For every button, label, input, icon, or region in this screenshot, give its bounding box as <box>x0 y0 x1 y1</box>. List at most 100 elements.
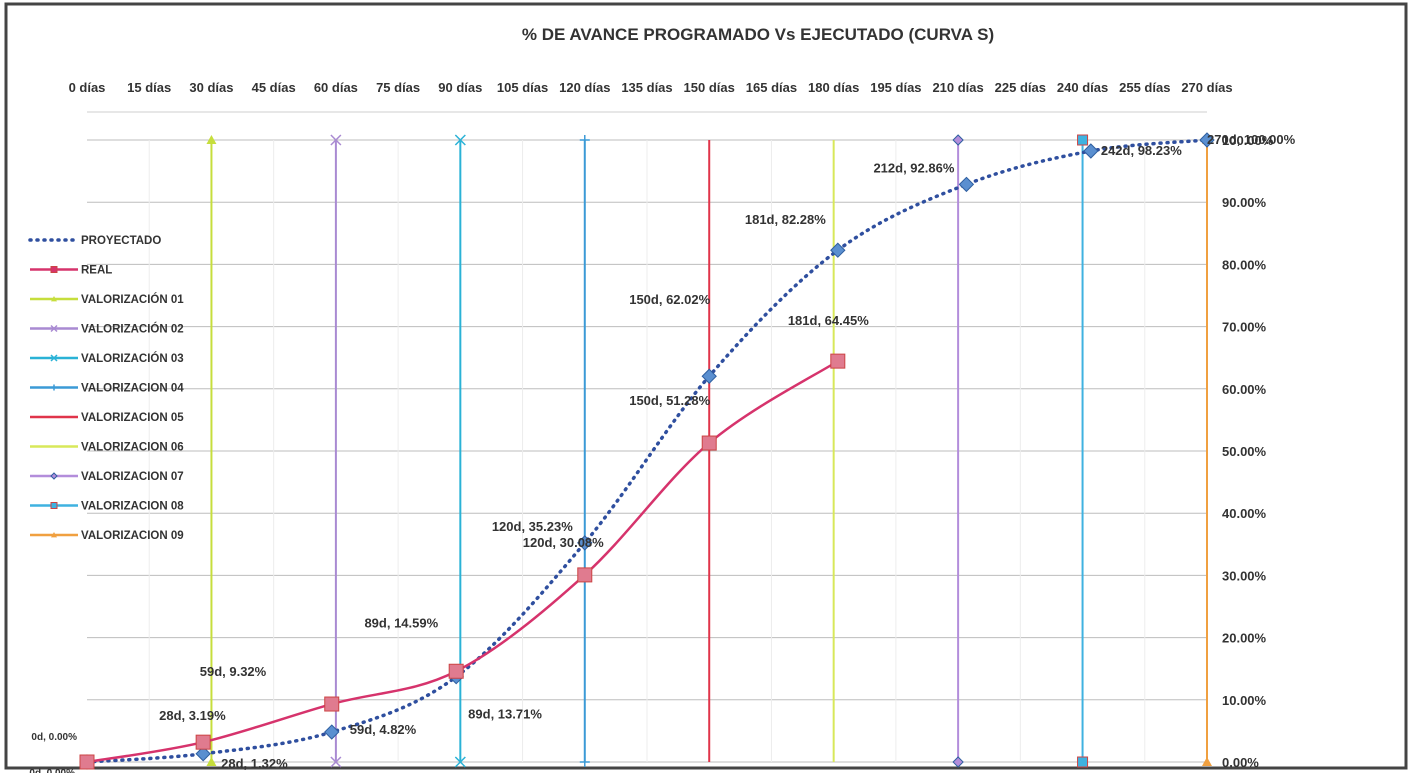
legend-item-valorizacion-09: VALORIZACION 09 <box>30 530 184 542</box>
legend-item-valorizacion-07: VALORIZACION 07 <box>30 471 184 483</box>
legend-item-valorizacion-08: VALORIZACION 08 <box>30 501 184 513</box>
point-proyectado <box>1199 132 1215 148</box>
data-label-proyectado: 150d, 62.02% <box>629 292 710 307</box>
legend-item-valorizacion-04: VALORIZACION 04 <box>30 383 184 395</box>
chart-title: % DE AVANCE PROGRAMADO Vs EJECUTADO (CUR… <box>522 25 994 44</box>
data-label-real: 181d, 64.45% <box>788 313 869 328</box>
point-proyectado <box>701 368 717 384</box>
x-tick-label: 180 días <box>808 80 859 95</box>
marker-bottom-valorizacion-09 <box>1202 757 1212 766</box>
legend-marker <box>50 266 58 273</box>
data-label-real: 89d, 14.59% <box>364 615 438 630</box>
data-label-real: 120d, 30.08% <box>523 535 604 550</box>
legend-item-valorizacion-01: VALORIZACIÓN 01 <box>30 293 184 306</box>
legend-label: VALORIZACIÓN 01 <box>81 293 184 306</box>
y-tick-label: 100.00% <box>1222 133 1274 148</box>
data-label-proyectado: 270d, 100.00% <box>1207 132 1296 147</box>
y-tick-label: 20.00% <box>1222 631 1267 646</box>
x-tick-label: 90 días <box>438 80 482 95</box>
data-label-proyectado: 59d, 4.82% <box>350 722 417 737</box>
y-axis-ticks: 0.00% 10.00% 20.00% 30.00% 40.00% 50.00% 60.00… <box>1222 133 1274 770</box>
legend-item-valorizacion-05: VALORIZACION 05 <box>30 412 184 424</box>
x-tick-label: 225 días <box>995 80 1046 95</box>
legend-item-proyectado: PROYECTADO <box>28 235 161 247</box>
point-real <box>324 696 340 712</box>
marker-top-valorizacion-04 <box>579 135 590 145</box>
legend-label: VALORIZACION 07 <box>81 471 184 483</box>
point-proyectado <box>1083 143 1099 159</box>
point-proyectado <box>958 176 975 193</box>
x-tick-label: 195 días <box>870 80 921 95</box>
y-tick-label: 60.00% <box>1222 382 1267 397</box>
data-label-proyectado: 181d, 82.28% <box>745 212 826 227</box>
legend-item-real: REAL <box>30 265 112 277</box>
x-tick-label: 75 días <box>376 80 420 95</box>
legend-label: VALORIZACION 08 <box>81 501 184 513</box>
point-real <box>195 734 211 750</box>
valorizacion-lines <box>206 134 1212 768</box>
legend-label: VALORIZACION 04 <box>81 383 184 395</box>
legend-label: VALORIZACION 09 <box>81 530 184 542</box>
marker-bottom-valorizacion-07 <box>952 756 964 768</box>
point-proyectado <box>577 535 593 551</box>
point-proyectado <box>830 242 846 258</box>
marker-top-valorizacion-01 <box>206 135 217 144</box>
data-label-real: 59d, 9.32% <box>200 664 267 679</box>
x-tick-label: 0 días <box>69 80 106 95</box>
marker-top-valorizacion-08 <box>1077 134 1089 146</box>
data-label-proyectado: 242d, 98.23% <box>1101 143 1182 158</box>
x-tick-label: 105 días <box>497 80 548 95</box>
legend-label: VALORIZACIÓN 02 <box>81 323 184 336</box>
y-tick-label: 50.00% <box>1222 444 1267 459</box>
legend-label: VALORIZACION 06 <box>81 442 184 454</box>
legend: PROYECTADO REAL VALORIZACIÓN 01 VALORIZACIÓ… <box>28 235 184 542</box>
point-real <box>448 663 464 679</box>
point-real <box>79 754 95 770</box>
marker-bottom-valorizacion-04 <box>579 757 590 767</box>
legend-marker <box>50 502 58 509</box>
y-tick-label: 30.00% <box>1222 568 1267 583</box>
y-tick-label: 70.00% <box>1222 320 1267 335</box>
point-proyectado <box>195 746 211 762</box>
data-label-proyectado: 28d, 1.32% <box>221 756 288 771</box>
legend-label: VALORIZACION 05 <box>81 412 184 424</box>
legend-item-valorizacion-06: VALORIZACION 06 <box>30 442 184 454</box>
marker-top-valorizacion-07 <box>952 134 964 146</box>
x-tick-label: 60 días <box>314 80 358 95</box>
data-label-proyectado: 212d, 92.86% <box>873 160 954 175</box>
x-axis-ticks: 0 días 15 días 30 días 45 días 60 días 75 día… <box>69 80 1233 95</box>
curve-markers <box>79 132 1215 770</box>
data-label-proyectado: 89d, 13.71% <box>468 707 542 722</box>
x-tick-label: 255 días <box>1119 80 1170 95</box>
point-real <box>701 435 717 451</box>
marker-bottom-valorizacion-08 <box>1077 756 1089 768</box>
legend-item-valorizacion-02: VALORIZACIÓN 02 <box>30 323 184 336</box>
series-line-proyectado <box>85 138 1209 764</box>
data-label-proyectado: 0d, 0.00% <box>29 768 75 773</box>
legend-marker <box>50 354 58 362</box>
y-tick-label: 0.00% <box>1222 755 1259 770</box>
x-tick-label: 240 días <box>1057 80 1108 95</box>
x-tick-label: 135 días <box>621 80 672 95</box>
x-tick-label: 165 días <box>746 80 797 95</box>
legend-marker <box>51 532 57 538</box>
legend-marker <box>51 384 57 391</box>
legend-label: PROYECTADO <box>81 235 161 247</box>
marker-bottom-valorizacion-02 <box>330 756 342 768</box>
point-real <box>577 567 593 583</box>
legend-item-valorizacion-03: VALORIZACIÓN 03 <box>30 352 184 365</box>
legend-label: REAL <box>81 265 112 277</box>
point-proyectado <box>324 724 340 740</box>
x-tick-label: 270 días <box>1181 80 1232 95</box>
legend-label: VALORIZACIÓN 03 <box>81 352 184 365</box>
point-real <box>830 353 846 369</box>
legend-marker <box>51 296 57 302</box>
y-tick-label: 90.00% <box>1222 195 1267 210</box>
marker-bottom-valorizacion-01 <box>206 757 217 766</box>
legend-marker <box>50 472 58 480</box>
marker-bottom-valorizacion-03 <box>454 756 466 768</box>
legend-marker <box>50 324 58 333</box>
y-tick-label: 10.00% <box>1222 693 1267 708</box>
